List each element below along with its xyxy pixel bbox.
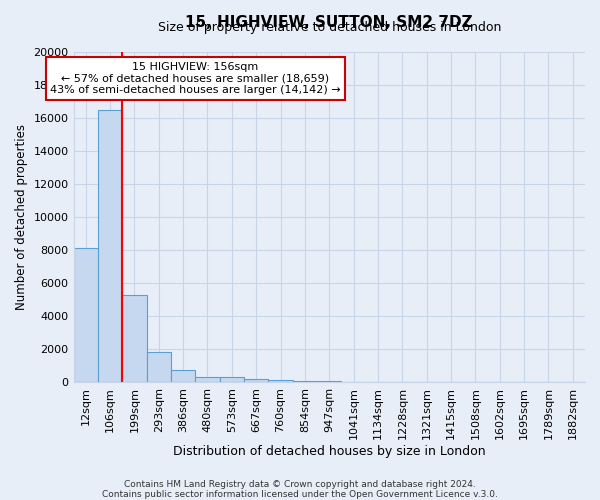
Bar [196, 377, 220, 382]
Bar [74, 248, 98, 382]
Bar [220, 377, 244, 382]
Text: Contains public sector information licensed under the Open Government Licence v.: Contains public sector information licen… [102, 490, 498, 499]
Bar [244, 378, 268, 382]
Text: Size of property relative to detached houses in London: Size of property relative to detached ho… [158, 21, 501, 34]
Bar [171, 370, 196, 382]
Bar [268, 380, 293, 382]
Bar [146, 352, 171, 382]
X-axis label: Distribution of detached houses by size in London: Distribution of detached houses by size … [173, 444, 485, 458]
Bar [98, 110, 122, 382]
Text: Contains HM Land Registry data © Crown copyright and database right 2024.: Contains HM Land Registry data © Crown c… [124, 480, 476, 489]
Y-axis label: Number of detached properties: Number of detached properties [15, 124, 28, 310]
Text: 15 HIGHVIEW: 156sqm
← 57% of detached houses are smaller (18,659)
43% of semi-de: 15 HIGHVIEW: 156sqm ← 57% of detached ho… [50, 62, 341, 95]
Bar [293, 381, 317, 382]
Title: 15, HIGHVIEW, SUTTON, SM2 7DZ: 15, HIGHVIEW, SUTTON, SM2 7DZ [185, 15, 473, 30]
Bar [122, 294, 146, 382]
